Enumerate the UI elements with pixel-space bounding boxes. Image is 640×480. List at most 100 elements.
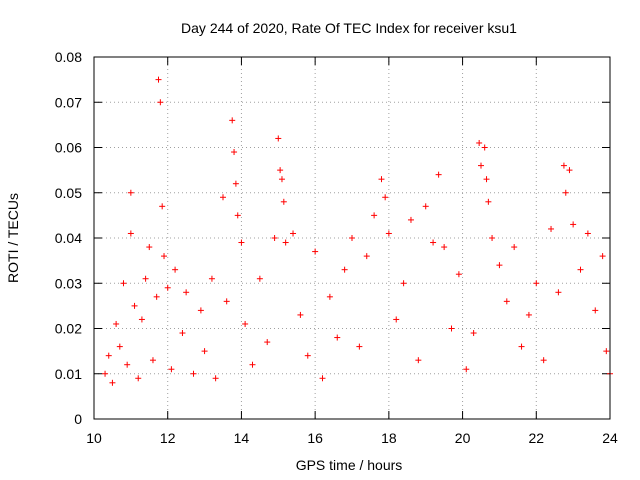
data-point [127, 189, 134, 196]
data-point [407, 216, 414, 223]
data-point [485, 198, 492, 205]
data-point [455, 271, 462, 278]
data-point [566, 167, 573, 174]
data-point [378, 176, 385, 183]
data-point [441, 244, 448, 251]
y-tick-label: 0.01 [55, 366, 82, 382]
data-point [208, 275, 215, 282]
data-point [155, 76, 162, 83]
y-tick-label: 0.05 [55, 185, 82, 201]
data-point [555, 289, 562, 296]
x-tick-label: 12 [160, 430, 176, 446]
x-tick-label: 22 [528, 430, 544, 446]
data-point [105, 352, 112, 359]
data-point [231, 149, 238, 156]
data-point [232, 180, 239, 187]
data-point [503, 298, 510, 305]
data-point [326, 293, 333, 300]
data-point [164, 284, 171, 291]
data-point [282, 239, 289, 246]
data-point [382, 194, 389, 201]
y-axis-label: ROTI / TECUs [5, 193, 21, 283]
y-tick-label: 0.07 [55, 94, 82, 110]
data-point [341, 266, 348, 273]
data-point [363, 253, 370, 260]
data-point [116, 343, 123, 350]
data-point [142, 275, 149, 282]
data-point [168, 366, 175, 373]
data-point [476, 139, 483, 146]
data-point [197, 307, 204, 314]
data-point [540, 357, 547, 364]
data-point [592, 307, 599, 314]
data-point [135, 375, 142, 382]
data-point [319, 375, 326, 382]
data-point [562, 189, 569, 196]
chart-title: Day 244 of 2020, Rate Of TEC Index for r… [181, 20, 517, 36]
x-tick-label: 14 [234, 430, 250, 446]
data-point [172, 266, 179, 273]
data-point [496, 262, 503, 269]
data-point [242, 320, 249, 327]
data-point [149, 357, 156, 364]
data-point [271, 235, 278, 241]
x-tick-label: 16 [307, 430, 323, 446]
data-point [560, 162, 567, 169]
data-point [277, 167, 284, 174]
x-tick-label: 24 [602, 430, 618, 446]
y-tick-label: 0.04 [55, 230, 82, 246]
data-point [220, 194, 226, 201]
y-tick-label: 0.08 [55, 49, 82, 65]
y-tick-label: 0.02 [55, 321, 82, 337]
data-point [599, 253, 606, 260]
data-point [385, 230, 392, 237]
x-axis-ticks: 10 12 14 16 18 20 22 24 [86, 57, 618, 446]
data-point [146, 244, 153, 251]
data-point [157, 99, 164, 106]
data-point [518, 343, 525, 350]
data-point [548, 225, 555, 232]
data-point [334, 334, 341, 341]
data-point [161, 253, 168, 260]
data-point [577, 266, 584, 273]
data-point [124, 361, 131, 368]
data-point [478, 162, 484, 169]
data-point [249, 361, 256, 368]
data-point [278, 176, 285, 183]
data-point [470, 330, 477, 337]
data-point [463, 366, 470, 373]
data-point [312, 248, 319, 255]
data-point [138, 316, 145, 323]
x-axis-label: GPS time / hours [296, 457, 403, 473]
data-point [511, 244, 518, 251]
data-point [113, 320, 120, 327]
data-point [179, 330, 186, 337]
data-point [234, 212, 241, 219]
data-point [159, 203, 166, 210]
data-point [102, 370, 109, 377]
data-point [371, 212, 378, 219]
data-point [120, 280, 127, 287]
x-tick-label: 18 [381, 430, 397, 446]
data-point [223, 298, 230, 305]
data-point [153, 293, 160, 300]
data-point [190, 370, 197, 377]
y-tick-label: 0.03 [55, 275, 82, 291]
data-point [131, 302, 138, 309]
plot-frame [93, 56, 611, 420]
data-point [422, 203, 429, 210]
data-point [448, 325, 455, 332]
data-point [229, 117, 236, 124]
data-point [533, 280, 540, 287]
data-point [415, 357, 422, 364]
data-point [483, 176, 490, 183]
x-tick-label: 20 [455, 430, 471, 446]
data-point [109, 379, 116, 386]
data-point [275, 135, 282, 142]
y-tick-label: 0 [74, 411, 82, 427]
grid-lines [94, 57, 610, 419]
data-point [290, 230, 297, 237]
data-point [603, 348, 610, 355]
data-point [525, 311, 532, 318]
